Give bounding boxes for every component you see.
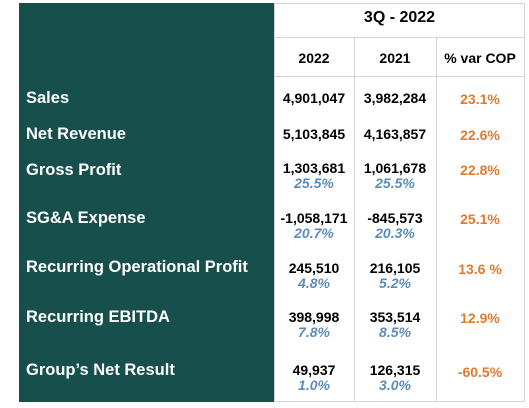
period-header: 3Q - 2022 [363,9,436,26]
var-cell: 12.9% [460,310,500,326]
table-cell: 1,061,678 25.5% [354,161,436,191]
value-2022: 49,937 [292,362,336,378]
value-2021: 216,105 [369,260,421,276]
grid-line [524,3,525,402]
value-2022: 1,303,681 [282,160,346,176]
row-label-net-revenue: Net Revenue [26,125,126,143]
margin-2021: 5.2% [379,275,411,291]
table-cell: 398,998 7.8% [274,310,354,340]
row-label-recurring-ebitda: Recurring EBITDA [26,308,170,326]
row-label-recurring-operational-profit: Recurring Operational Profit [26,258,248,276]
value-2021: -845,573 [367,210,423,226]
margin-2022: 7.8% [298,324,330,340]
grid-line [354,37,355,402]
grid-line [274,37,525,38]
var-cell: -60.5% [457,364,503,380]
var-cell: 23.1% [460,91,500,107]
margin-2021: 8.5% [379,324,411,340]
grid-line [436,37,437,402]
margin-2022: 20.7% [294,225,334,241]
row-label-sga-expense: SG&A Expense [26,209,146,227]
value-2021: 126,315 [369,362,421,378]
value-2021: 1,061,678 [363,160,427,176]
table-cell: 5,103,845 [274,127,354,142]
margin-2022: 1.0% [298,377,330,393]
var-cell: 13.6 % [458,261,502,277]
row-labels-panel: Sales Net Revenue Gross Profit SG&A Expe… [19,3,274,402]
row-label-gross-profit: Gross Profit [26,161,122,179]
var-cell: 22.8% [460,162,500,178]
margin-2022: 25.5% [294,175,334,191]
table-cell: 245,510 4.8% [274,261,354,291]
table-cell: -1,058,171 20.7% [274,211,354,241]
table-cell: 4,163,857 [354,127,436,142]
column-header-2022: 2022 [298,50,330,66]
table-cell: 49,937 1.0% [274,363,354,393]
row-label-groups-net-result: Group’s Net Result [26,361,175,379]
table-cell: 126,315 3.0% [354,363,436,393]
grid-line [274,401,525,402]
value-2022: 245,510 [288,260,340,276]
row-label-sales: Sales [26,89,70,107]
grid-line [274,3,525,4]
table-cell: 4,901,047 [274,91,354,106]
var-cell: 22.6% [460,127,500,143]
value-2021: 3,982,284 [363,90,427,106]
value-2022: 4,901,047 [282,90,346,106]
grid-line [274,3,275,402]
margin-2021: 20.3% [375,225,415,241]
margin-2021: 3.0% [379,377,411,393]
column-header-var: % var COP [444,50,516,66]
table-cell: 1,303,681 25.5% [274,161,354,191]
var-cell: 25.1% [460,211,500,227]
value-2022: -1,058,171 [280,210,348,226]
table-cell: -845,573 20.3% [354,211,436,241]
column-header-2021: 2021 [379,50,411,66]
margin-2022: 4.8% [298,275,330,291]
value-2022: 5,103,845 [282,126,346,142]
table-cell: 216,105 5.2% [354,261,436,291]
margin-2021: 25.5% [375,175,415,191]
table-cell: 353,514 8.5% [354,310,436,340]
grid-line [274,76,525,77]
value-2021: 4,163,857 [363,126,427,142]
table-cell: 3,982,284 [354,91,436,106]
value-2022: 398,998 [288,309,340,325]
data-grid: 3Q - 2022 2022 2021 % var COP 4,901,047 … [274,3,525,402]
value-2021: 353,514 [369,309,421,325]
